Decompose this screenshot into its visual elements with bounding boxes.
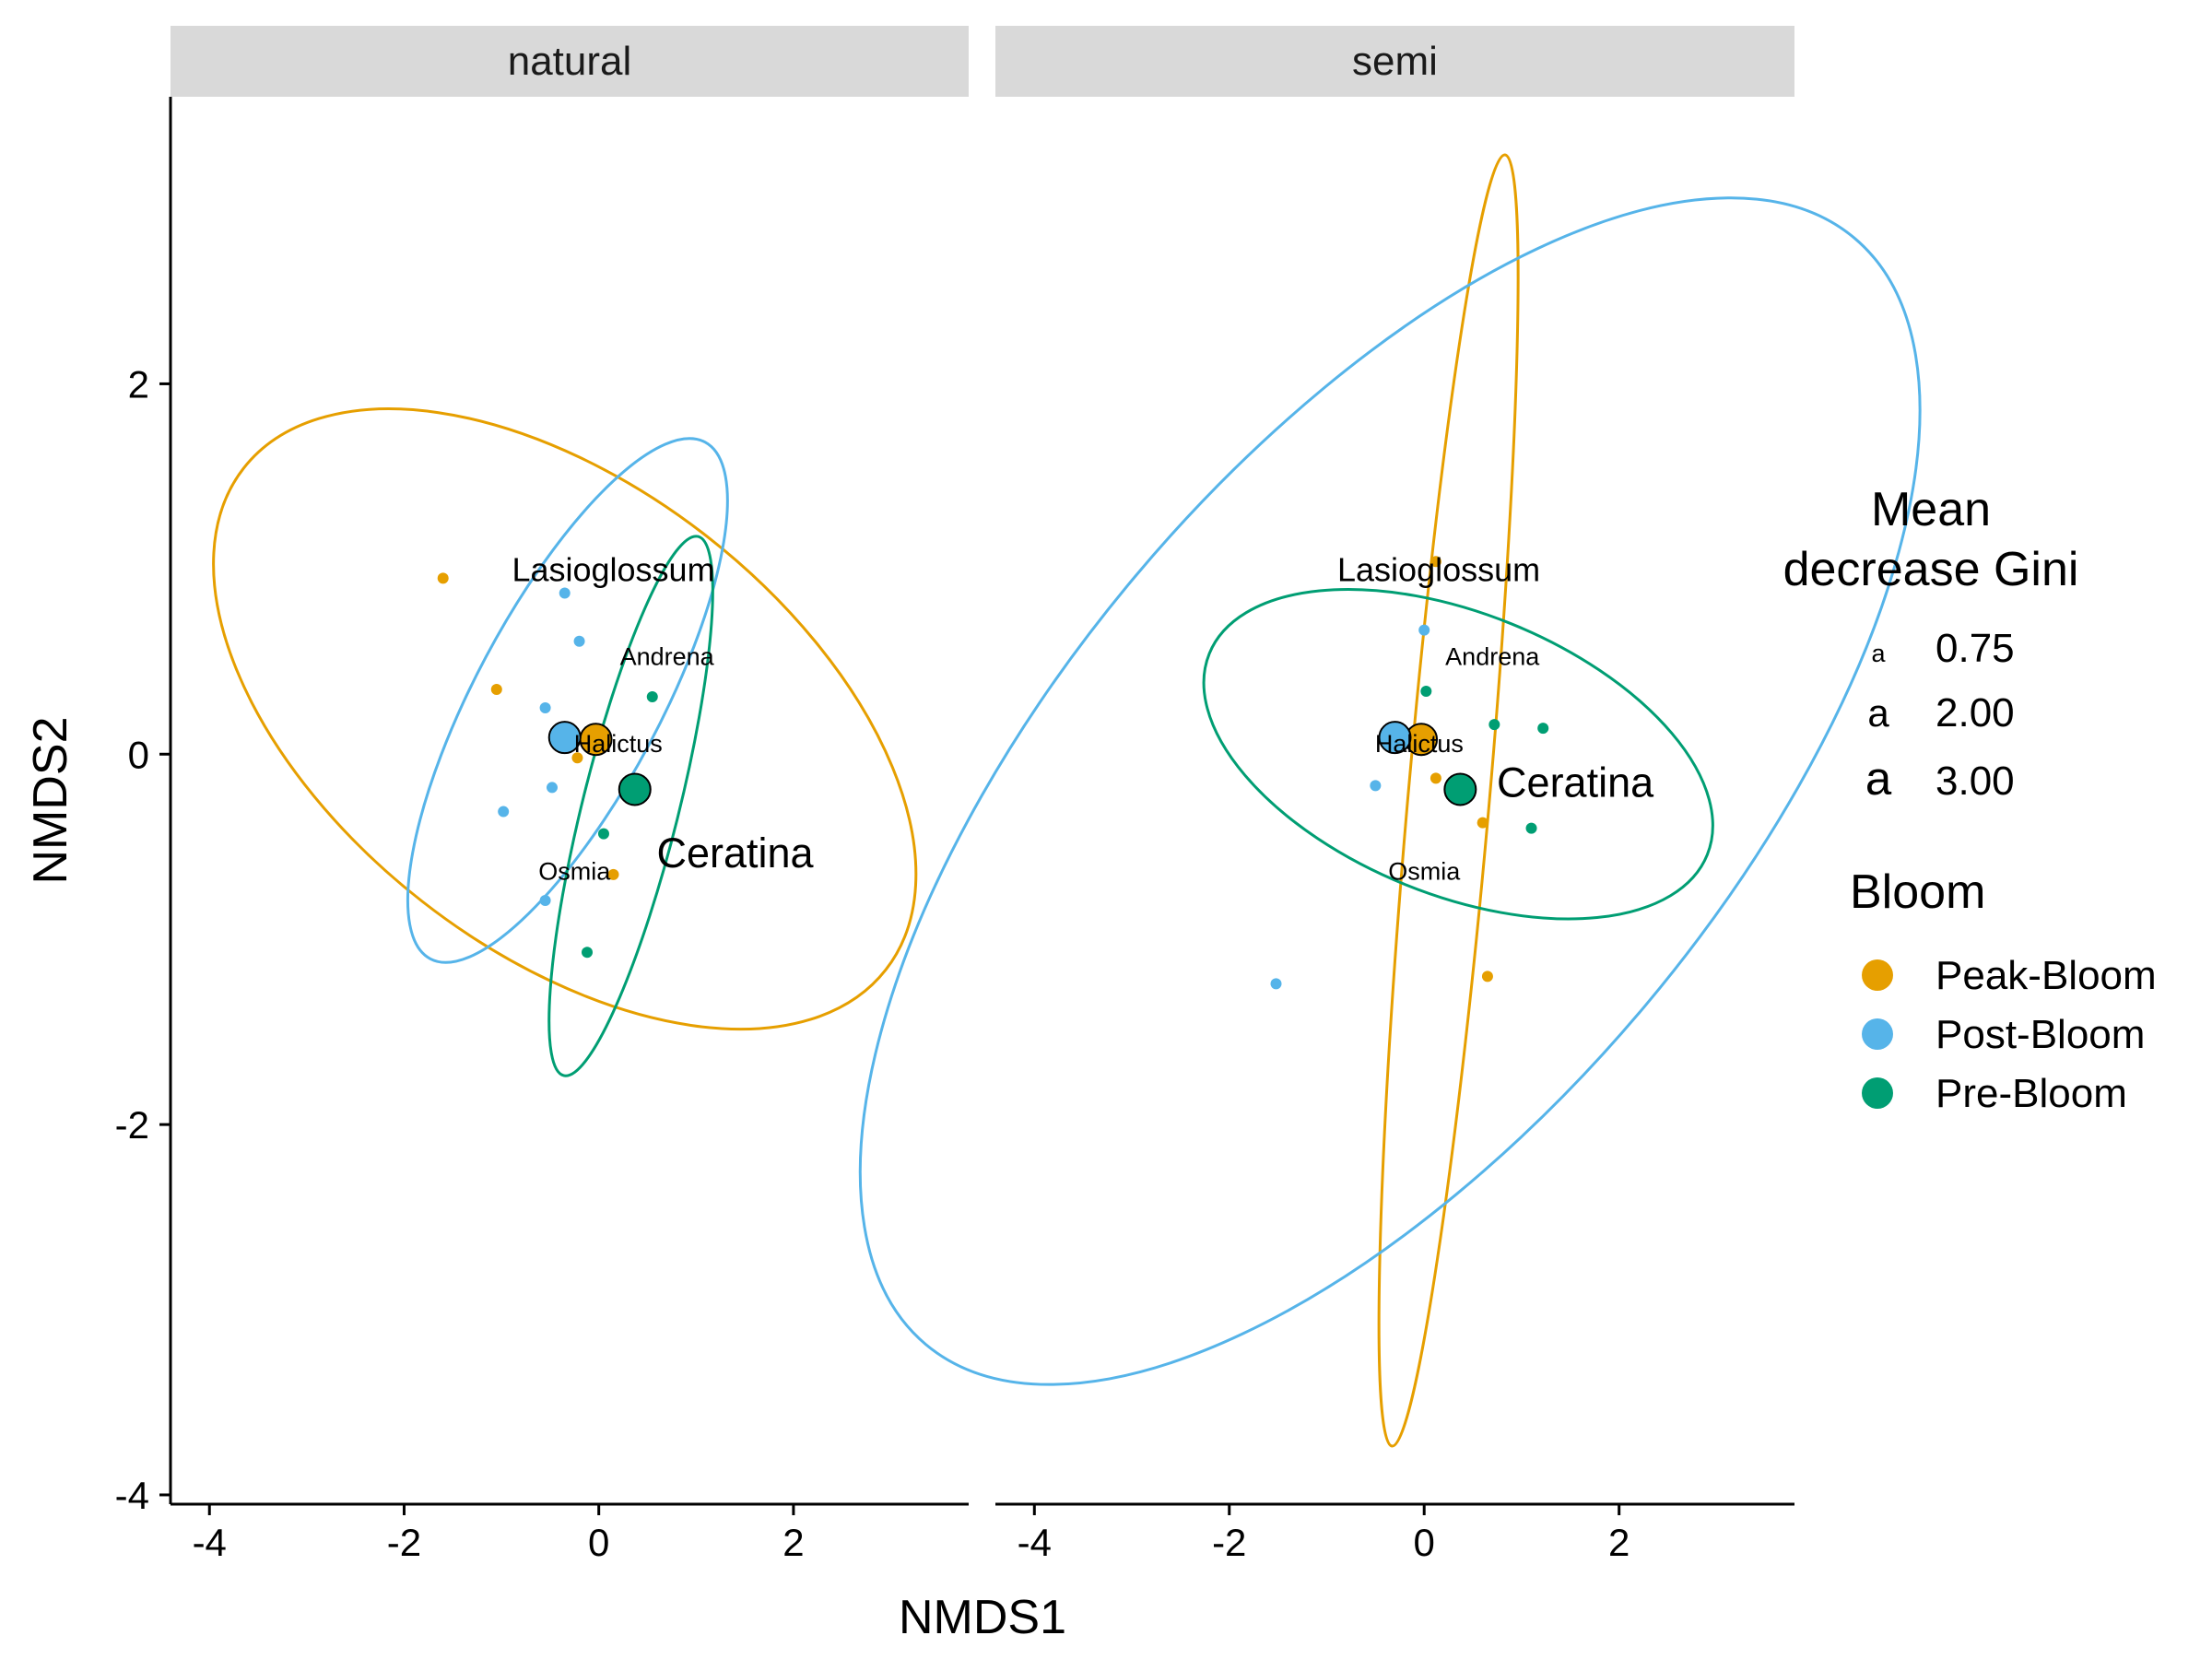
legend-label-pre-bloom: Pre-Bloom	[1936, 1071, 2127, 1116]
point-pre-bloom	[1488, 719, 1500, 731]
point-post-bloom	[539, 702, 551, 714]
x-tick-label: -4	[1018, 1521, 1052, 1564]
centroid-pre-bloom	[1443, 772, 1477, 806]
point-peak-bloom	[607, 868, 619, 880]
x-axis-title: NMDS1	[899, 1591, 1066, 1644]
point-peak-bloom	[1477, 817, 1488, 829]
point-pre-bloom	[1537, 723, 1549, 735]
legend-size-title: decrease Gini	[1783, 543, 2079, 596]
legend-label-post-bloom: Post-Bloom	[1936, 1012, 2145, 1057]
centroid-pre-bloom	[618, 772, 652, 806]
ellipse-peak-bloom	[1377, 153, 1520, 1448]
point-post-bloom	[498, 806, 510, 818]
y-tick-label: -2	[115, 1103, 149, 1147]
facet-strip	[171, 26, 969, 97]
legend-size-label: 0.75	[1936, 626, 2015, 671]
point-post-bloom	[559, 587, 571, 599]
y-tick-label: 0	[128, 733, 149, 776]
point-post-bloom	[539, 894, 551, 906]
x-tick-label: 2	[1608, 1521, 1630, 1564]
ellipse-pre-bloom	[547, 535, 714, 1077]
ellipse-peak-bloom	[212, 407, 918, 1031]
legend-size-title: Mean	[1871, 483, 1991, 536]
point-pre-bloom	[1525, 822, 1537, 834]
taxon-label-ceratina: Ceratina	[1497, 759, 1654, 806]
x-tick-label: -2	[387, 1521, 421, 1564]
legend-key-post-bloom	[1862, 1018, 1893, 1050]
taxon-label-osmia: Osmia	[1388, 858, 1461, 886]
ellipse-post-bloom	[406, 437, 729, 964]
y-axis-title: NMDS2	[24, 716, 77, 884]
facet-natural: natural -4 -2 0 2 Lasioglossum Andrena Halictus…	[171, 26, 969, 1564]
legend: Mean decrease Gini a 0.75 a 2.00 a 3.00 Bloom Pea…	[1783, 483, 2157, 1116]
centroid-post-bloom	[1378, 721, 1412, 755]
point-pre-bloom	[1420, 685, 1432, 697]
facet-strip	[995, 26, 1794, 97]
point-post-bloom	[1418, 624, 1430, 636]
taxon-label-halictus: Halictus	[574, 730, 663, 758]
legend-size-label: 3.00	[1936, 759, 2015, 804]
legend-size-glyph: a	[1871, 640, 1886, 667]
facet-semi: semi -4 -2 0 2 Lasioglossum Andrena Halictus Cer…	[858, 26, 1922, 1564]
y-tick-label: 2	[128, 362, 149, 406]
legend-key-pre-bloom	[1862, 1077, 1893, 1109]
point-peak-bloom	[490, 683, 502, 695]
point-pre-bloom	[597, 828, 609, 840]
point-post-bloom	[573, 635, 585, 647]
point-peak-bloom	[1481, 971, 1493, 982]
point-peak-bloom	[571, 752, 583, 764]
point-peak-bloom	[1430, 772, 1441, 784]
taxon-label-andrena: Andrena	[1445, 643, 1540, 671]
legend-key-peak-bloom	[1862, 959, 1893, 991]
taxon-label-osmia: Osmia	[538, 858, 611, 886]
ellipse-post-bloom	[858, 196, 1922, 1386]
facet-strip-label: natural	[508, 39, 632, 84]
x-tick-label: 0	[588, 1521, 609, 1564]
x-tick-label: 2	[782, 1521, 804, 1564]
point-pre-bloom	[582, 947, 594, 959]
facet-strip-label: semi	[1352, 39, 1438, 84]
point-post-bloom	[546, 782, 558, 794]
point-peak-bloom	[1430, 556, 1441, 568]
centroid-post-bloom	[547, 721, 582, 755]
point-post-bloom	[1270, 978, 1282, 990]
legend-label-peak-bloom: Peak-Bloom	[1936, 953, 2157, 998]
point-peak-bloom	[437, 572, 449, 584]
x-tick-label: -2	[1212, 1521, 1246, 1564]
point-pre-bloom	[646, 690, 658, 702]
taxon-label-halictus: Halictus	[1375, 730, 1464, 758]
taxon-label-lasioglossum: Lasioglossum	[1337, 550, 1540, 588]
ellipse-pre-bloom	[1202, 588, 1714, 921]
x-tick-label: 0	[1414, 1521, 1435, 1564]
legend-color-title: Bloom	[1850, 865, 1985, 919]
taxon-label-andrena: Andrena	[620, 643, 715, 671]
y-tick-label: -4	[115, 1474, 149, 1517]
legend-size-label: 2.00	[1936, 690, 2015, 735]
point-post-bloom	[1370, 780, 1382, 792]
legend-size-glyph: a	[1867, 691, 1889, 735]
x-tick-label: -4	[193, 1521, 227, 1564]
taxon-label-ceratina: Ceratina	[656, 830, 814, 877]
legend-size-glyph: a	[1865, 752, 1892, 805]
taxon-label-lasioglossum: Lasioglossum	[512, 550, 714, 588]
